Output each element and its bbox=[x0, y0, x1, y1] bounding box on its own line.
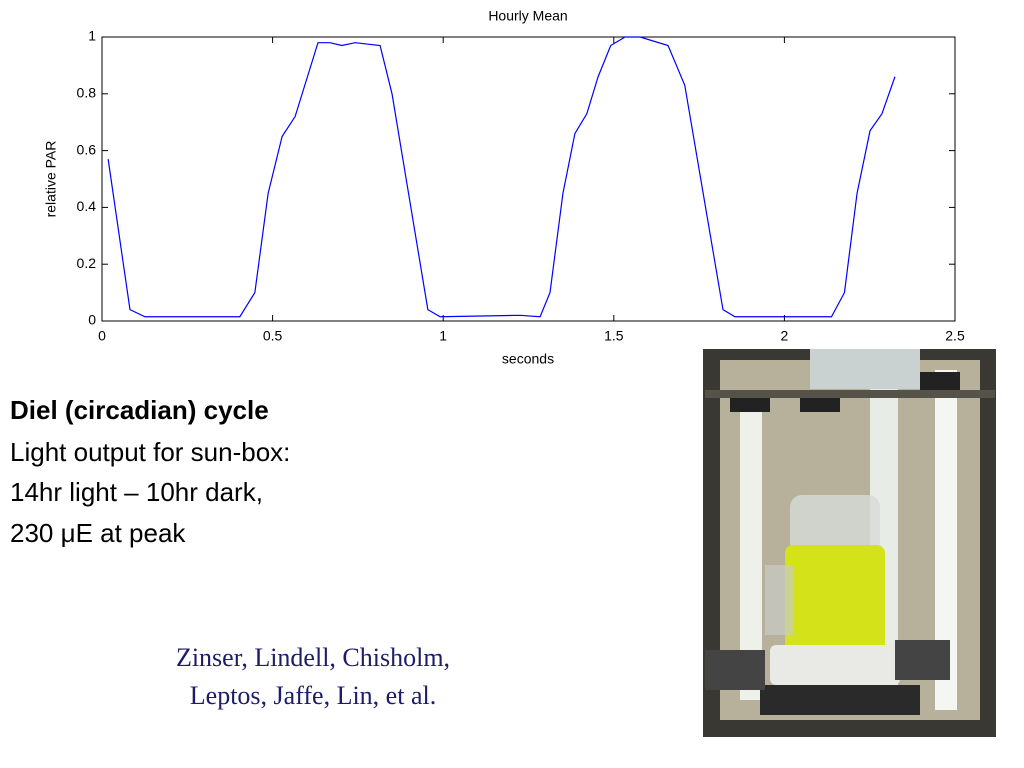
x-axis-label: seconds bbox=[502, 351, 554, 367]
y-tick-label: 0.2 bbox=[77, 255, 97, 271]
y-tick-label: 0.4 bbox=[77, 198, 97, 214]
y-tick-label: 0.6 bbox=[77, 141, 97, 157]
credit: Leptos, Jaffe, Lin, et al. bbox=[190, 681, 436, 710]
credit: Zinser, Lindell, Chisholm, bbox=[176, 643, 450, 672]
heading: Diel (circadian) cycle bbox=[10, 395, 269, 425]
x-tick-label: 2.5 bbox=[945, 328, 965, 344]
text-line: 230 μE at peak bbox=[10, 518, 186, 548]
x-tick-label: 2 bbox=[781, 328, 789, 344]
x-tick-label: 0 bbox=[98, 328, 106, 344]
y-tick-label: 0.8 bbox=[77, 85, 97, 101]
y-axis-label: relative PAR bbox=[43, 141, 59, 218]
y-tick-label: 1 bbox=[88, 28, 96, 44]
data-line bbox=[107, 36, 896, 318]
y-tick-label: 0 bbox=[88, 312, 96, 328]
chart-title: Hourly Mean bbox=[488, 8, 567, 24]
text-line: 14hr light – 10hr dark, bbox=[10, 477, 263, 507]
x-tick-label: 0.5 bbox=[263, 328, 283, 344]
x-tick-label: 1 bbox=[439, 328, 447, 344]
text-line: Light output for sun-box: bbox=[10, 437, 290, 467]
x-tick-label: 1.5 bbox=[604, 328, 624, 344]
plot-frame bbox=[101, 36, 956, 322]
photo bbox=[703, 349, 996, 737]
plot: 0 0.5 1 1.5 2 2.5 0 0.2 0.4 0.6 0.8 1 bbox=[77, 28, 965, 344]
